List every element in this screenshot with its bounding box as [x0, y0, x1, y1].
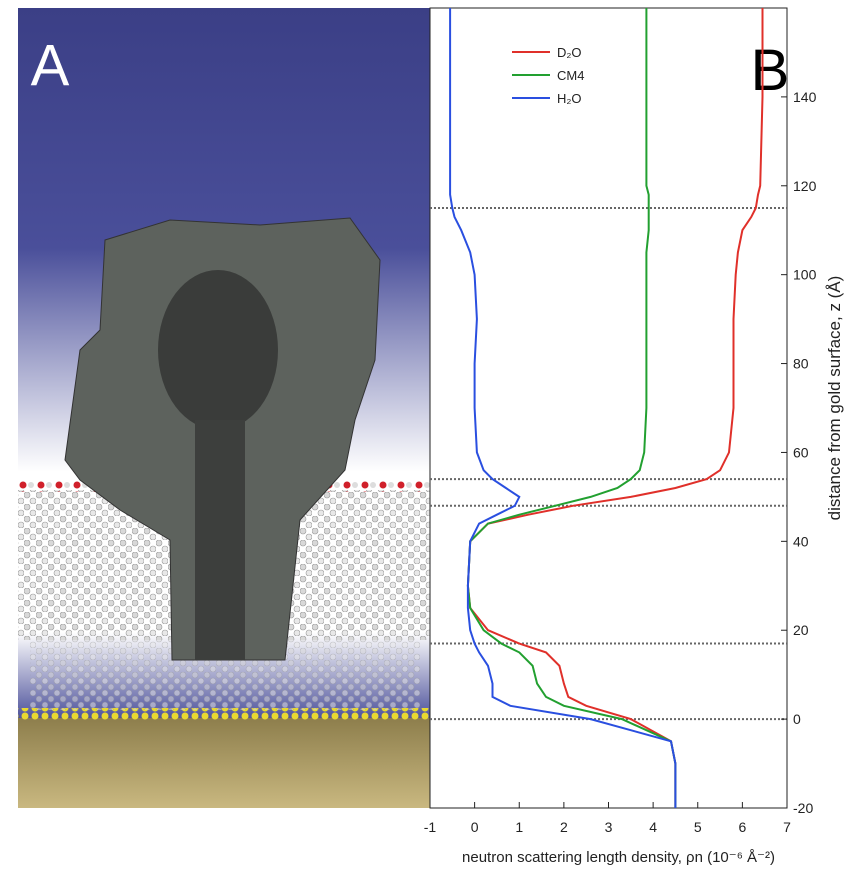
protein-core: [158, 270, 278, 430]
series-line: [449, 8, 677, 808]
y-tick-label: 100: [793, 267, 817, 283]
x-tick-label: 6: [738, 819, 746, 835]
x-axis-label: neutron scattering length density, ρn (1…: [462, 849, 775, 866]
panel-label: A: [31, 33, 70, 98]
protein-stalk: [195, 420, 245, 660]
y-tick-label: 140: [793, 89, 817, 105]
gold-substrate: [18, 718, 430, 808]
y-axis-label: distance from gold surface, z (Å): [825, 276, 844, 521]
series-line: [466, 8, 677, 808]
x-tick-label: 4: [649, 819, 657, 835]
y-tick-label: 60: [793, 444, 809, 460]
panel-a: A: [18, 8, 430, 808]
y-tick-label: -20: [793, 800, 813, 816]
series-line: [466, 8, 764, 808]
y-tick-label: 20: [793, 622, 809, 638]
x-tick-label: 7: [783, 819, 791, 835]
x-tick-label: 1: [515, 819, 523, 835]
x-tick-label: 2: [560, 819, 568, 835]
legend-label: H₂O: [557, 91, 582, 106]
x-tick-label: 0: [471, 819, 479, 835]
y-tick-label: 40: [793, 533, 809, 549]
panel-label: B: [751, 38, 790, 103]
y-tick-label: 80: [793, 356, 809, 372]
x-tick-label: -1: [424, 819, 437, 835]
y-tick-label: 120: [793, 178, 817, 194]
legend-label: D₂O: [557, 45, 582, 60]
y-tick-label: 0: [793, 711, 801, 727]
legend-label: CM4: [557, 68, 584, 83]
x-tick-label: 3: [605, 819, 613, 835]
panel-b: -1 0 1 2 3 4 5 6 7-20 0 20 40 60 80 100 120 140 neutron s…: [424, 7, 844, 866]
gold-layer: [18, 708, 430, 720]
x-tick-label: 5: [694, 819, 702, 835]
